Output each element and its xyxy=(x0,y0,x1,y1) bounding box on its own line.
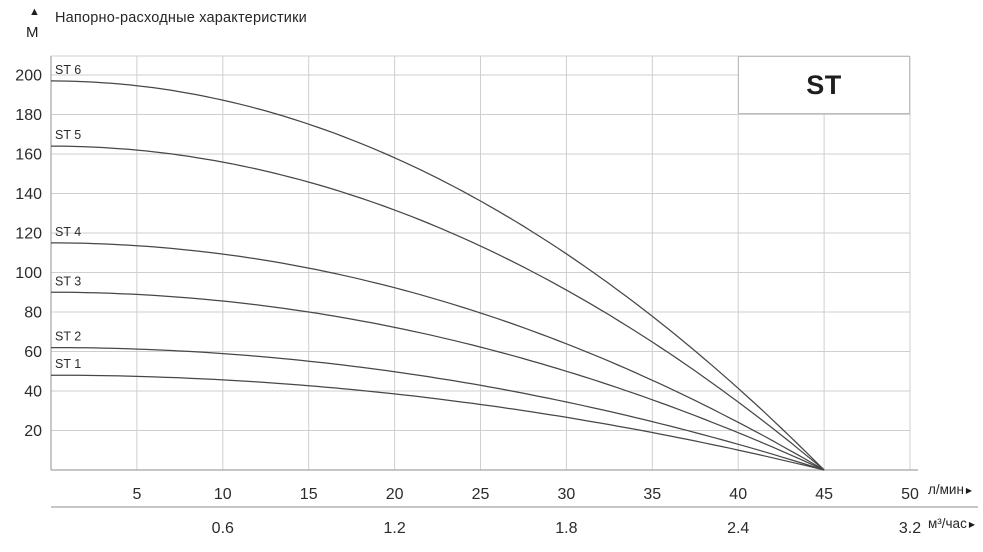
x-tick-label: 35 xyxy=(643,486,661,503)
x-tick-label: 5 xyxy=(132,486,141,503)
y-tick-label: 120 xyxy=(15,226,42,243)
grid-lines xyxy=(51,55,911,470)
curve-st-3 xyxy=(51,291,825,471)
pump-curves xyxy=(50,80,825,471)
x-tick-labels: 5 10 15 20 25 30 35 40 45 50 xyxy=(132,486,919,503)
y-tick-label: 180 xyxy=(15,107,42,124)
curve-label-st-6: ST 6 xyxy=(55,63,81,77)
x-tick-label: 50 xyxy=(901,486,919,503)
curve-label-st-5: ST 5 xyxy=(55,128,81,142)
axis-lines xyxy=(50,56,978,508)
y-tick-label: 100 xyxy=(15,265,42,282)
curve-label-st-1: ST 1 xyxy=(55,357,81,371)
secondary-x-tick-label: 1.8 xyxy=(555,520,577,537)
curve-st-1 xyxy=(51,374,825,471)
y-tick-label: 60 xyxy=(24,344,42,361)
x-tick-label: 25 xyxy=(472,486,490,503)
x-tick-label: 45 xyxy=(815,486,833,503)
curve-labels: ST 6 ST 5 ST 4 ST 3 ST 2 ST 1 xyxy=(55,63,81,371)
y-axis-arrow-icon: ▲ xyxy=(29,6,40,18)
x-tick-label: 10 xyxy=(214,486,232,503)
x-axis-primary-unit: л/мин ▶ xyxy=(928,482,972,497)
curve-label-st-3: ST 3 xyxy=(55,274,81,288)
curve-st-4 xyxy=(51,242,825,471)
x-tick-label: 30 xyxy=(558,486,576,503)
secondary-x-tick-label: 3.2 xyxy=(899,520,921,537)
secondary-x-tick-labels: 0.6 1.2 1.8 2.4 3.2 xyxy=(212,520,922,537)
y-tick-label: 200 xyxy=(15,68,42,85)
x-axis-arrow-icon: ▶ xyxy=(965,486,973,495)
y-tick-label: 40 xyxy=(24,384,42,401)
curve-st-5 xyxy=(51,145,825,471)
y-tick-label: 80 xyxy=(24,305,42,322)
curve-label-st-4: ST 4 xyxy=(55,225,81,239)
secondary-x-tick-label: 0.6 xyxy=(212,520,234,537)
y-axis-unit-label: М xyxy=(26,24,39,41)
series-family-label: ST xyxy=(806,69,842,100)
x-axis-secondary-unit-text: м³/час xyxy=(928,516,967,531)
curve-label-st-2: ST 2 xyxy=(55,330,81,344)
x-tick-label: 15 xyxy=(300,486,318,503)
curve-st-6 xyxy=(50,80,825,471)
x-axis-secondary-arrow-icon: ▶ xyxy=(968,520,975,529)
y-tick-label: 160 xyxy=(15,147,42,164)
y-tick-label: 20 xyxy=(24,423,42,440)
secondary-x-tick-label: 2.4 xyxy=(727,520,749,537)
x-axis-secondary-unit: м³/час ▶ xyxy=(928,516,975,531)
series-family-box: ST xyxy=(738,56,910,114)
y-tick-label: 140 xyxy=(15,186,42,203)
curve-st-2 xyxy=(51,346,825,471)
x-axis-primary-unit-text: л/мин xyxy=(928,482,964,497)
x-tick-label: 20 xyxy=(386,486,404,503)
y-tick-labels: 20 40 60 80 100 120 140 160 180 200 xyxy=(15,68,42,441)
chart-title: Напорно-расходные характеристики xyxy=(55,10,307,26)
secondary-x-tick-label: 1.2 xyxy=(383,520,405,537)
x-tick-label: 40 xyxy=(729,486,747,503)
